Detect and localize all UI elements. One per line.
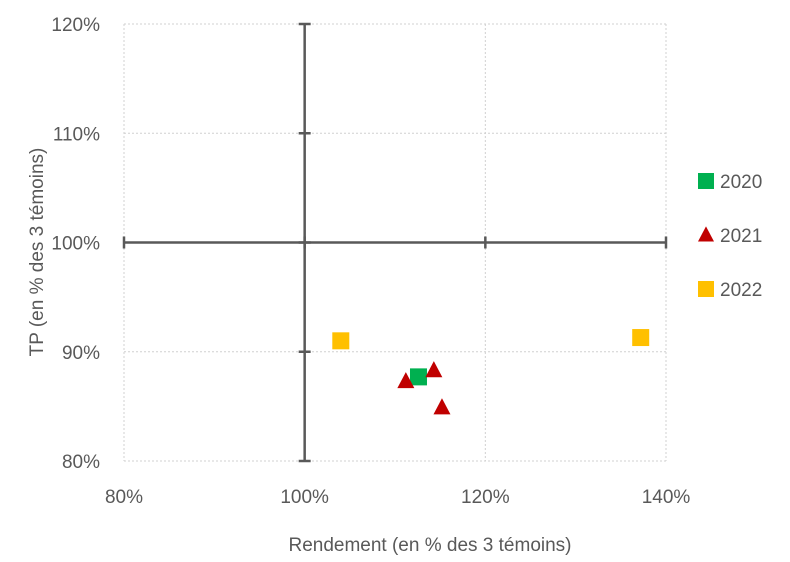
legend-marker-2021 [698,226,714,242]
legend-marker-2022 [698,281,714,297]
y-tick-label: 110% [53,124,100,145]
y-tick-label: 100% [51,234,100,255]
data-point-2021 [433,398,451,415]
data-point-2021 [425,361,443,378]
tick-labels: 80% 100% 120% 140% 80% 90% 100% 110% 120% [51,15,690,508]
data-points [332,329,650,415]
y-axis-title: TP (en % des 3 témoins) [27,148,48,357]
data-point-2020 [409,368,427,386]
legend-marker-2020 [698,173,714,189]
x-axis-title: Rendement (en % des 3 témoins) [288,535,571,556]
legend-label-2020: 2020 [720,172,762,193]
x-tick-label: 140% [642,487,691,508]
y-tick-label: 80% [62,452,100,473]
data-point-2022 [332,332,350,350]
x-tick-label: 80% [105,487,143,508]
x-tick-label: 120% [461,487,510,508]
y-tick-label: 120% [51,15,100,36]
legend-label-2022: 2022 [720,280,762,301]
reference-lines [122,22,668,463]
data-point-2022 [632,329,650,347]
data-point-2021 [397,372,415,389]
legend: 2020 2021 2022 [698,172,762,301]
x-tick-label: 100% [280,487,329,508]
y-tick-label: 90% [62,343,100,364]
legend-label-2021: 2021 [720,226,762,247]
